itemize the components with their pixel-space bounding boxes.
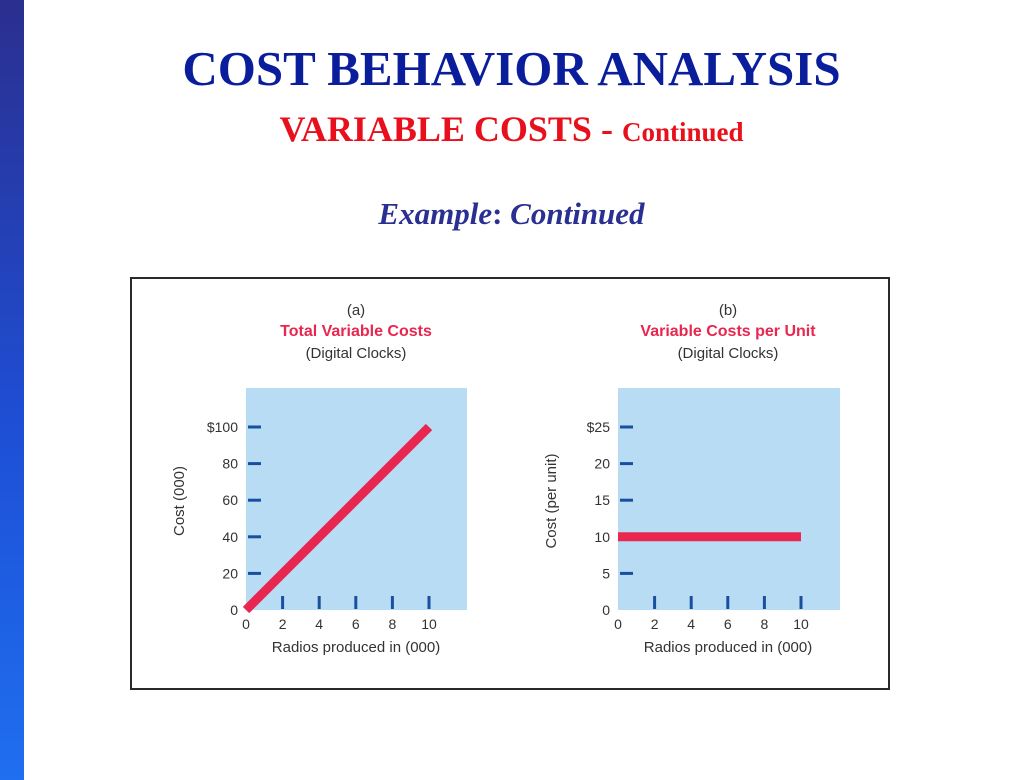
chart-a-x-tick-label: 2 xyxy=(279,616,287,632)
chart-a-series-line xyxy=(242,423,433,614)
slide-title: COST BEHAVIOR ANALYSIS xyxy=(182,41,841,96)
chart-b-x-tick-label: 4 xyxy=(687,616,695,632)
chart-b-x-axis-label: Radios produced in (000) xyxy=(644,639,812,656)
chart-a-subtitle: (Digital Clocks) xyxy=(306,345,407,362)
chart-b-subtitle: (Digital Clocks) xyxy=(678,345,779,362)
chart-b-x-tick-label: 2 xyxy=(651,616,659,632)
chart-b-y-tick-label: 10 xyxy=(594,529,610,545)
example-continued: Continued xyxy=(510,196,645,231)
example-colon: : xyxy=(492,196,503,231)
chart-b-x-tick-label: 6 xyxy=(724,616,732,632)
chart-a-x-tick-label: 6 xyxy=(352,616,360,632)
chart-b-x-tick-label: 8 xyxy=(761,616,769,632)
chart-b-y-tick-label: 0 xyxy=(602,602,610,618)
chart-a-title: Total Variable Costs xyxy=(280,323,432,340)
chart-a-panel-label: (a) xyxy=(347,302,365,319)
chart-b-y-tick-label: 5 xyxy=(602,565,610,581)
figure-frame: (a) Total Variable Costs (Digital Clocks) 0… xyxy=(130,277,890,690)
chart-b-y-tick-label: 15 xyxy=(594,492,610,508)
left-accent-bar xyxy=(0,0,24,780)
chart-a-x-tick-label: 0 xyxy=(242,616,250,632)
chart-a-y-tick-label: $100 xyxy=(207,419,238,435)
example-label: Example xyxy=(378,196,493,231)
chart-b-y-tick-label: $25 xyxy=(587,419,611,435)
chart-b-title: Variable Costs per Unit xyxy=(640,323,816,340)
chart-b-y-tick-label: 20 xyxy=(594,456,610,472)
subtitle-main: VARIABLE COSTS - xyxy=(279,109,613,149)
chart-b-panel-label: (b) xyxy=(719,302,737,319)
charts-svg: (a) Total Variable Costs (Digital Clocks) 0… xyxy=(171,302,840,656)
chart-a-y-axis-label: Cost (000) xyxy=(171,466,188,536)
chart-b-plot-area xyxy=(618,388,840,610)
chart-a-y-tick-label: 40 xyxy=(222,529,238,545)
slide-subtitle: VARIABLE COSTS - Continued xyxy=(0,108,1023,150)
chart-a-x-tick-label: 8 xyxy=(389,616,397,632)
chart-b-x-tick-label: 0 xyxy=(614,616,622,632)
chart-b-y-axis-label: Cost (per unit) xyxy=(543,453,560,548)
chart-a-y-tick-label: 60 xyxy=(222,492,238,508)
chart-b-x-tick-label: 10 xyxy=(793,616,809,632)
chart-a-x-tick-label: 10 xyxy=(421,616,437,632)
chart-a-x-axis-label: Radios produced in (000) xyxy=(272,639,440,656)
chart-a-y-tick-label: 20 xyxy=(222,565,238,581)
chart-a-x-tick-label: 4 xyxy=(315,616,323,632)
chart-a-y-tick-label: 80 xyxy=(222,456,238,472)
subtitle-continued: Continued xyxy=(621,117,744,147)
example-heading: Example: Continued xyxy=(0,196,1023,232)
chart-a-y-tick-label: 0 xyxy=(230,602,238,618)
